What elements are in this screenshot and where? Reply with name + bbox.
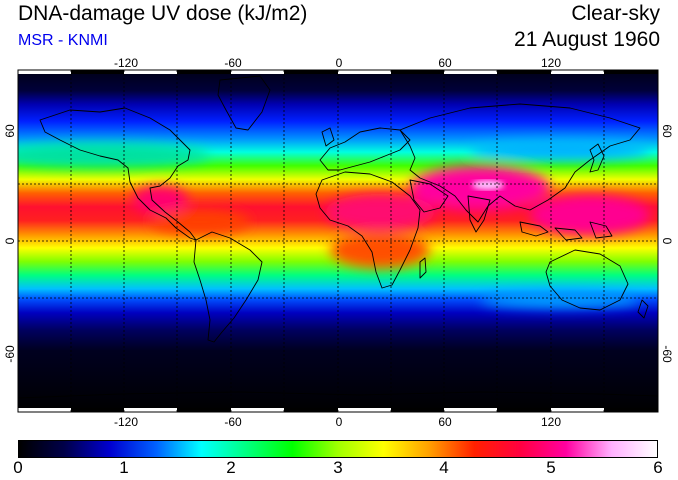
scale-label: 2: [226, 458, 236, 477]
lon-label-bottom: 0: [336, 415, 343, 429]
color-scale-bar: [18, 440, 658, 458]
scale-label: 5: [546, 458, 556, 477]
peak-highlight: [472, 180, 504, 190]
date-label: 21 August 1960: [514, 28, 660, 51]
sky-condition-label: Clear-sky: [571, 2, 660, 25]
source-label: MSR - KNMI: [18, 32, 108, 49]
lon-label-bottom: 60: [438, 415, 452, 429]
lon-label-top: -120: [114, 56, 138, 70]
lat-label-left: 0: [3, 237, 17, 244]
coastlines: [18, 75, 658, 399]
scale-label: 4: [439, 458, 449, 477]
lon-label-top: -60: [224, 56, 242, 70]
lon-label-top: 0: [336, 56, 343, 70]
lat-label-right: -60: [660, 345, 674, 363]
scale-label: 0: [13, 458, 23, 477]
dose-variations: [18, 140, 650, 308]
lon-label-bottom: -60: [224, 415, 242, 429]
scale-label: 6: [653, 458, 663, 477]
graticule: [18, 70, 658, 412]
lat-label-right: 0: [660, 238, 674, 245]
lat-label-left: -60: [3, 345, 17, 363]
lon-label-top: 120: [541, 56, 561, 70]
map-title: DNA-damage UV dose (kJ/m2): [18, 2, 308, 25]
map-frame: [17, 69, 659, 413]
lat-label-left: 60: [3, 124, 17, 138]
lat-label-right: 60: [660, 124, 674, 138]
lon-label-bottom: -120: [114, 415, 138, 429]
lon-label-top: 60: [438, 56, 452, 70]
lon-label-bottom: 120: [541, 415, 561, 429]
scale-label: 3: [333, 458, 343, 477]
scale-label: 1: [119, 458, 129, 477]
